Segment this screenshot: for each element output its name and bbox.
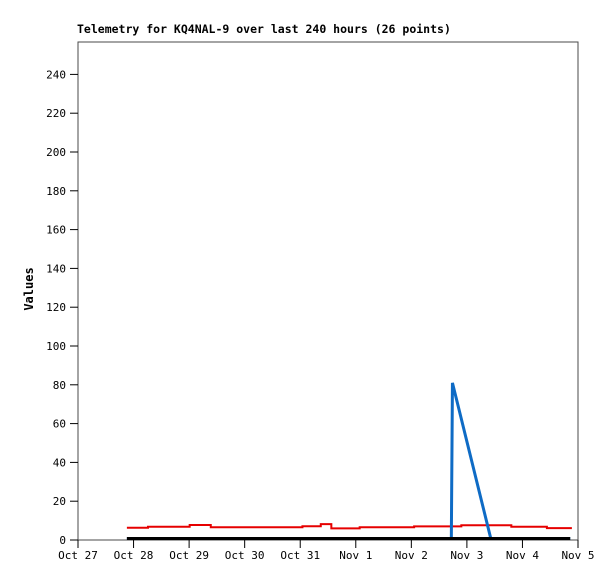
- x-tick-label: Nov 5: [561, 549, 594, 562]
- x-tick-label: Nov 2: [395, 549, 428, 562]
- x-tick-label: Nov 1: [339, 549, 372, 562]
- x-tick-label: Oct 27: [58, 549, 98, 562]
- y-tick-label: 100: [46, 340, 66, 353]
- blue-channel-line: [126, 382, 571, 540]
- plot-border: [77, 41, 579, 541]
- y-tick-label: 140: [46, 262, 66, 275]
- y-tick-label: 240: [46, 68, 66, 81]
- y-tick-label: 120: [46, 301, 66, 314]
- x-tick-label: Oct 29: [169, 549, 209, 562]
- y-tick-label: 220: [46, 107, 66, 120]
- y-tick-label: 0: [59, 534, 66, 547]
- x-tick-label: Nov 3: [450, 549, 483, 562]
- y-tick-label: 200: [46, 146, 66, 159]
- y-tick-label: 180: [46, 185, 66, 198]
- chart-title: Telemetry for KQ4NAL-9 over last 240 hou…: [77, 22, 451, 36]
- red-channel-line: [126, 523, 572, 530]
- x-tick-label: Oct 30: [225, 549, 265, 562]
- y-tick-label: 40: [53, 456, 66, 469]
- x-tick-label: Oct 31: [280, 549, 320, 562]
- y-tick-label: 80: [53, 379, 66, 392]
- y-tick-label: 60: [53, 418, 66, 431]
- x-tick-label: Nov 4: [506, 549, 539, 562]
- x-tick-label: Oct 28: [114, 549, 154, 562]
- y-tick-label: 20: [53, 495, 66, 508]
- y-tick-label: 160: [46, 224, 66, 237]
